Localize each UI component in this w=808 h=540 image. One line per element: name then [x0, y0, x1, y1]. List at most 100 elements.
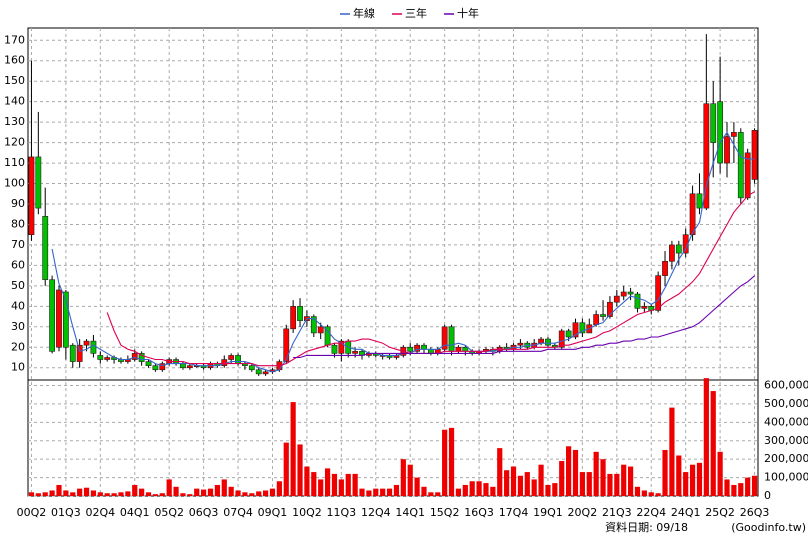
- legend-label: 十年: [457, 6, 479, 20]
- y-tick-label: 100: [4, 177, 25, 190]
- volume-bar: [738, 483, 744, 496]
- volume-bar: [42, 492, 48, 496]
- volume-bar: [77, 488, 83, 496]
- candle-body: [710, 103, 717, 143]
- volume-bar: [132, 484, 138, 496]
- x-tick-label: 22Q4: [636, 506, 666, 519]
- volume-bar: [386, 488, 393, 496]
- x-tick-label: 15Q2: [430, 506, 460, 519]
- candle-body: [724, 136, 730, 164]
- x-tick-label: 10Q2: [292, 506, 322, 519]
- x-tick-label: 05Q2: [154, 506, 184, 519]
- y-tick-label: 160: [4, 54, 25, 67]
- volume-bar: [352, 473, 358, 496]
- y-tick-label: 70: [11, 238, 25, 251]
- date-note: 資料日期: 09/18: [605, 520, 688, 534]
- volume-bar: [249, 493, 255, 496]
- y-tick-label: 130: [4, 115, 25, 128]
- volume-bar: [703, 378, 709, 496]
- volume-bar: [262, 490, 269, 496]
- candle-body: [83, 340, 90, 346]
- volume-bar: [600, 459, 606, 496]
- candle-body: [310, 316, 317, 334]
- volume-bar: [359, 488, 365, 496]
- candle-body: [338, 340, 345, 354]
- candle-body: [35, 156, 42, 209]
- volume-bar: [194, 488, 200, 496]
- volume-bar: [311, 472, 317, 496]
- candle-body: [62, 291, 69, 348]
- candle-body: [331, 344, 338, 354]
- volume-bar: [139, 488, 145, 496]
- volume-bar: [751, 475, 758, 496]
- candle-body: [441, 326, 448, 350]
- x-tick-label: 25Q2: [705, 506, 735, 519]
- x-tick-label: 01Q3: [51, 506, 81, 519]
- candle-body: [248, 365, 255, 371]
- volume-bar: [393, 484, 400, 496]
- candle-body: [641, 306, 648, 309]
- candle-body: [90, 340, 97, 354]
- y-tick-label: 120: [4, 136, 25, 149]
- volume-bar: [435, 492, 441, 496]
- volume-bar: [207, 488, 214, 496]
- x-tick-label: 02Q4: [85, 506, 115, 519]
- volume-bar: [696, 462, 703, 496]
- volume-bar: [462, 484, 468, 496]
- y-tick-label: 90: [11, 197, 25, 210]
- volume-bar: [256, 491, 262, 496]
- volume-bar: [407, 464, 413, 496]
- x-tick-label: 09Q1: [258, 506, 288, 519]
- volume-bar: [627, 466, 634, 496]
- y-tick-label: 170: [4, 33, 25, 46]
- candle-body: [180, 363, 186, 369]
- candle-body: [42, 215, 49, 281]
- volume-bar: [324, 468, 331, 496]
- volume-bar: [63, 490, 69, 496]
- candle-body: [579, 322, 586, 334]
- volume-bar: [490, 486, 496, 496]
- candle-body: [634, 293, 641, 309]
- y-tick-label: 10: [11, 361, 25, 374]
- volume-bar: [552, 483, 558, 496]
- candle-body: [565, 330, 572, 338]
- candle-body: [696, 193, 703, 209]
- candle-body: [462, 346, 469, 352]
- candle-body: [627, 291, 634, 295]
- candle-body: [593, 314, 600, 326]
- candle-body: [455, 346, 462, 352]
- volume-bar: [586, 472, 592, 496]
- candle-body: [407, 346, 414, 352]
- volume-bar: [607, 473, 613, 496]
- volume-bar: [648, 492, 654, 496]
- volume-bar: [579, 472, 585, 496]
- candle-body: [131, 353, 138, 360]
- volume-bar: [83, 487, 90, 496]
- x-tick-label: 17Q4: [499, 506, 529, 519]
- source: (Goodinfo.tw): [731, 521, 806, 534]
- volume-bar: [35, 493, 41, 496]
- volume-bar: [111, 493, 117, 496]
- x-tick-label: 07Q4: [223, 506, 253, 519]
- volume-bar: [338, 479, 344, 496]
- x-tick-label: 11Q3: [327, 506, 357, 519]
- x-tick-label: 06Q3: [189, 506, 219, 519]
- candle-body: [104, 357, 111, 360]
- volume-bar: [297, 444, 303, 496]
- candle-body: [49, 279, 56, 352]
- volume-bar: [483, 483, 489, 496]
- y-tick-label: 140: [4, 95, 25, 108]
- volume-bar: [180, 493, 186, 496]
- volume-bar: [538, 464, 544, 496]
- volume-bar: [517, 475, 524, 496]
- candle-body: [744, 152, 751, 199]
- candle-body: [421, 344, 427, 350]
- candle-body: [255, 369, 262, 375]
- candle-body: [186, 365, 193, 369]
- volume-bar: [380, 488, 386, 496]
- candle-body: [675, 244, 682, 254]
- candle-body: [56, 289, 62, 348]
- candle-body: [717, 101, 724, 164]
- volume-bar: [304, 466, 310, 496]
- volume-bar: [366, 490, 372, 496]
